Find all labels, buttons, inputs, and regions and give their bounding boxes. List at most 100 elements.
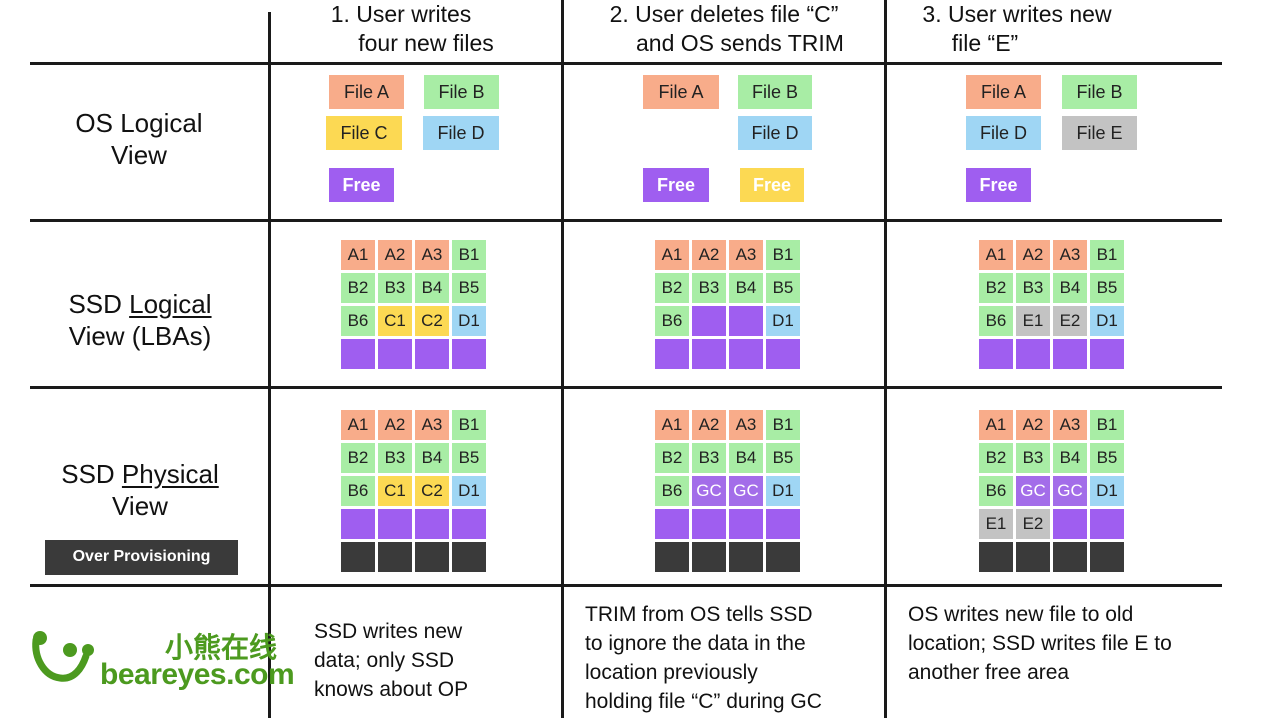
- ssd-logical-1-cell-b5: B5: [452, 273, 486, 303]
- caption-col1-line3: knows about OP: [314, 678, 469, 701]
- ssd-logical-2-cell-free: [729, 306, 763, 336]
- ssd-physical-1-cell-d1: D1: [452, 476, 486, 506]
- row-label-ssd-logical-line1: SSD Logical: [30, 288, 250, 320]
- ssd-logical-1-cell-a1: A1: [341, 240, 375, 270]
- ssd-physical-3-cell-e2: E2: [1016, 509, 1050, 539]
- column-header-1: 1. User writes four new files: [271, 0, 561, 58]
- ssd-logical-1-cell-free: [378, 339, 412, 369]
- watermark-domain: beareyes.com: [100, 658, 295, 691]
- grid-line-row3: [30, 584, 1222, 587]
- caption-col3-line1: OS writes new file to old: [908, 603, 1134, 626]
- ssd-logical-1-cell-c1: C1: [378, 306, 412, 336]
- ssd-physical-2-cell-b4: B4: [729, 443, 763, 473]
- ssd-logical-3-cell-d1: D1: [1090, 306, 1124, 336]
- row-label-ssd-logical-line2: View (LBAs): [68, 321, 212, 351]
- row-label-ssd-logical-prefix: SSD: [68, 289, 130, 319]
- ssd-physical-3-cell-b4: B4: [1053, 443, 1087, 473]
- ssd-physical-1-cell-b1: B1: [452, 410, 486, 440]
- ssd-logical-1-cell-b4: B4: [415, 273, 449, 303]
- ssd-logical-1-cell-c2: C2: [415, 306, 449, 336]
- ssd-physical-3-cell-b6: B6: [979, 476, 1013, 506]
- ssd-physical-1-cell-free: [415, 509, 449, 539]
- ssd-logical-2-cell-free: [729, 339, 763, 369]
- os-tile-file-b: File B: [1062, 75, 1137, 109]
- ssd-physical-3-cell-a2: A2: [1016, 410, 1050, 440]
- ssd-physical-1-cell-free: [341, 509, 375, 539]
- ssd-physical-3-cell-b1: B1: [1090, 410, 1124, 440]
- row-label-ssd-physical-underlined: Physical: [121, 459, 219, 489]
- ssd-logical-3-cell-free: [979, 339, 1013, 369]
- caption-col3-line3: another free area: [908, 661, 1070, 684]
- column-header-2: 2. User deletes file “C” and OS sends TR…: [564, 0, 884, 58]
- ssd-physical-3-cell-d1: D1: [1090, 476, 1124, 506]
- ssd-logical-1-cell-free: [452, 339, 486, 369]
- ssd-physical-1-cell-b3: B3: [378, 443, 412, 473]
- ssd-physical-1-cell-over-provisioning: [378, 542, 412, 572]
- ssd-logical-2-cell-a1: A1: [655, 240, 689, 270]
- row-label-os-logical-line1: OS Logical: [75, 108, 203, 138]
- ssd-physical-2-cell-free: [729, 509, 763, 539]
- os-tile-file-a: File A: [966, 75, 1041, 109]
- grid-line-col2: [561, 0, 564, 718]
- ssd-physical-1-cell-free: [452, 509, 486, 539]
- column-header-1-line2: four new files: [358, 30, 494, 56]
- ssd-logical-2-cell-free: [766, 339, 800, 369]
- caption-col1-line1: SSD writes new: [314, 620, 463, 643]
- ssd-physical-1-cell-b2: B2: [341, 443, 375, 473]
- ssd-logical-1-cell-b2: B2: [341, 273, 375, 303]
- ssd-physical-3-cell-a1: A1: [979, 410, 1013, 440]
- bear-logo-icon: [32, 631, 94, 682]
- ssd-physical-1-cell-b5: B5: [452, 443, 486, 473]
- ssd-physical-2-cell-a1: A1: [655, 410, 689, 440]
- grid-line-col1: [268, 12, 271, 718]
- column-header-2-line1: 2. User deletes file “C”: [609, 1, 839, 27]
- caption-col3-line2: location; SSD writes file E to: [908, 632, 1172, 655]
- ssd-physical-2-cell-over-provisioning: [692, 542, 726, 572]
- ssd-physical-2-cell-free: [692, 509, 726, 539]
- ssd-physical-3-cell-over-provisioning: [1053, 542, 1087, 572]
- row-label-ssd-logical-underlined: Logical: [129, 289, 212, 319]
- watermark-chinese: 小熊在线: [165, 632, 278, 663]
- grid-line-row1: [30, 219, 1222, 222]
- ssd-physical-3-cell-gc: GC: [1016, 476, 1050, 506]
- ssd-logical-3-cell-b4: B4: [1053, 273, 1087, 303]
- grid-line-top: [30, 62, 1222, 65]
- column-header-2-line2: and OS sends TRIM: [636, 30, 844, 56]
- caption-col1: SSD writes new data; only SSD knows abou…: [314, 617, 554, 704]
- os-tile-file-b: File B: [424, 75, 499, 109]
- ssd-logical-1-cell-b3: B3: [378, 273, 412, 303]
- row-label-os-logical-line2: View: [111, 140, 167, 170]
- ssd-logical-2-cell-b1: B1: [766, 240, 800, 270]
- ssd-logical-2-cell-free: [655, 339, 689, 369]
- ssd-physical-2-cell-free: [655, 509, 689, 539]
- ssd-physical-3-cell-free: [1053, 509, 1087, 539]
- row-label-ssd-physical: SSD Physical View: [30, 458, 250, 522]
- caption-col2: TRIM from OS tells SSD to ignore the dat…: [585, 600, 875, 716]
- ssd-logical-1-cell-free: [415, 339, 449, 369]
- ssd-physical-2-cell-over-provisioning: [655, 542, 689, 572]
- ssd-physical-2-cell-over-provisioning: [766, 542, 800, 572]
- ssd-logical-2-cell-b5: B5: [766, 273, 800, 303]
- ssd-physical-2-cell-b5: B5: [766, 443, 800, 473]
- ssd-physical-1-cell-a3: A3: [415, 410, 449, 440]
- column-header-3-line1: 3. User writes new: [922, 1, 1112, 27]
- caption-col2-line1: TRIM from OS tells SSD: [585, 603, 813, 626]
- os-tile-free: Free: [740, 168, 804, 202]
- ssd-physical-1-cell-a2: A2: [378, 410, 412, 440]
- ssd-logical-3-cell-a1: A1: [979, 240, 1013, 270]
- ssd-physical-2-cell-b3: B3: [692, 443, 726, 473]
- ssd-physical-1-cell-c2: C2: [415, 476, 449, 506]
- os-tile-file-d: File D: [738, 116, 812, 150]
- ssd-physical-3-cell-b2: B2: [979, 443, 1013, 473]
- ssd-physical-3-cell-b3: B3: [1016, 443, 1050, 473]
- ssd-logical-2-cell-free: [692, 339, 726, 369]
- ssd-physical-3-cell-over-provisioning: [979, 542, 1013, 572]
- ssd-physical-3-cell-over-provisioning: [1090, 542, 1124, 572]
- caption-col1-line2: data; only SSD: [314, 649, 455, 672]
- ssd-logical-2-cell-b6: B6: [655, 306, 689, 336]
- ssd-physical-1-cell-c1: C1: [378, 476, 412, 506]
- ssd-physical-3-cell-a3: A3: [1053, 410, 1087, 440]
- row-label-os-logical: OS Logical View: [30, 107, 248, 171]
- os-tile-file-a: File A: [329, 75, 404, 109]
- column-header-3-line2: file “E”: [951, 30, 1019, 56]
